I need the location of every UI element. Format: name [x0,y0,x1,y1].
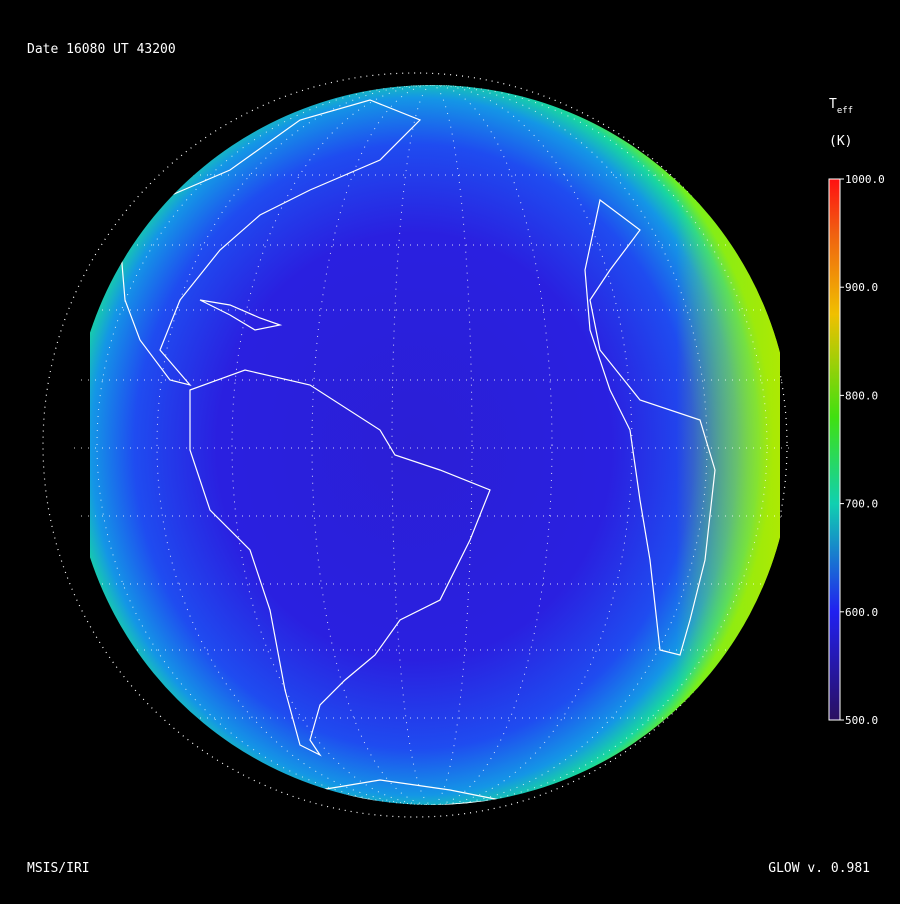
colorbar-tick-label: 700.0 [845,498,878,511]
model-label: MSIS/IRI [27,861,90,876]
colorbar-tick-label: 800.0 [845,389,878,402]
date-label: Date 16080 UT 43200 [27,42,176,57]
colorbar [828,178,841,721]
colorbar-tick-label: 500.0 [845,714,878,727]
colorbar-tick-label: 600.0 [845,606,878,619]
globe-dayside [90,85,780,805]
colorbar-tick-label: 900.0 [845,281,878,294]
globe [72,85,792,805]
colorbar-quantity: Teff [829,97,853,116]
colorbar-unit: (K) [829,134,852,149]
coastlines [119,99,716,805]
colorbar-ticks: 500.0 600.0 700.0 800.0 900.0 1000.0 [840,173,885,727]
version-label: GLOW v. 0.981 [768,861,870,876]
colorbar-tick-label: 1000.0 [845,173,885,186]
quantity-subscript: eff [837,106,853,116]
quantity-symbol: T [829,97,837,112]
globe-outline [42,72,788,818]
